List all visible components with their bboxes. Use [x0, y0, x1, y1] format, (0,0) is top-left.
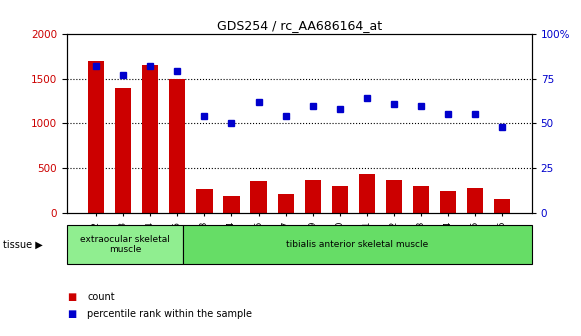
Text: ■: ■	[67, 309, 76, 319]
Bar	[332, 186, 348, 213]
Bar	[386, 180, 402, 213]
Bar	[440, 191, 456, 213]
Title: GDS254 / rc_AA686164_at: GDS254 / rc_AA686164_at	[217, 19, 382, 33]
Text: tibialis anterior skeletal muscle: tibialis anterior skeletal muscle	[286, 240, 428, 249]
Text: percentile rank within the sample: percentile rank within the sample	[87, 309, 252, 319]
Bar	[169, 79, 185, 213]
Bar	[196, 189, 213, 213]
Text: ■: ■	[67, 292, 76, 302]
Text: count: count	[87, 292, 115, 302]
Bar	[88, 60, 104, 213]
Bar	[278, 195, 294, 213]
Bar	[467, 188, 483, 213]
Bar	[250, 181, 267, 213]
Bar	[115, 88, 131, 213]
Bar	[359, 174, 375, 213]
Bar	[142, 65, 159, 213]
Text: tissue ▶: tissue ▶	[3, 240, 42, 249]
Text: extraocular skeletal
muscle: extraocular skeletal muscle	[80, 235, 170, 254]
Bar	[223, 196, 239, 213]
Bar	[494, 199, 511, 213]
Bar	[304, 180, 321, 213]
Bar	[413, 186, 429, 213]
